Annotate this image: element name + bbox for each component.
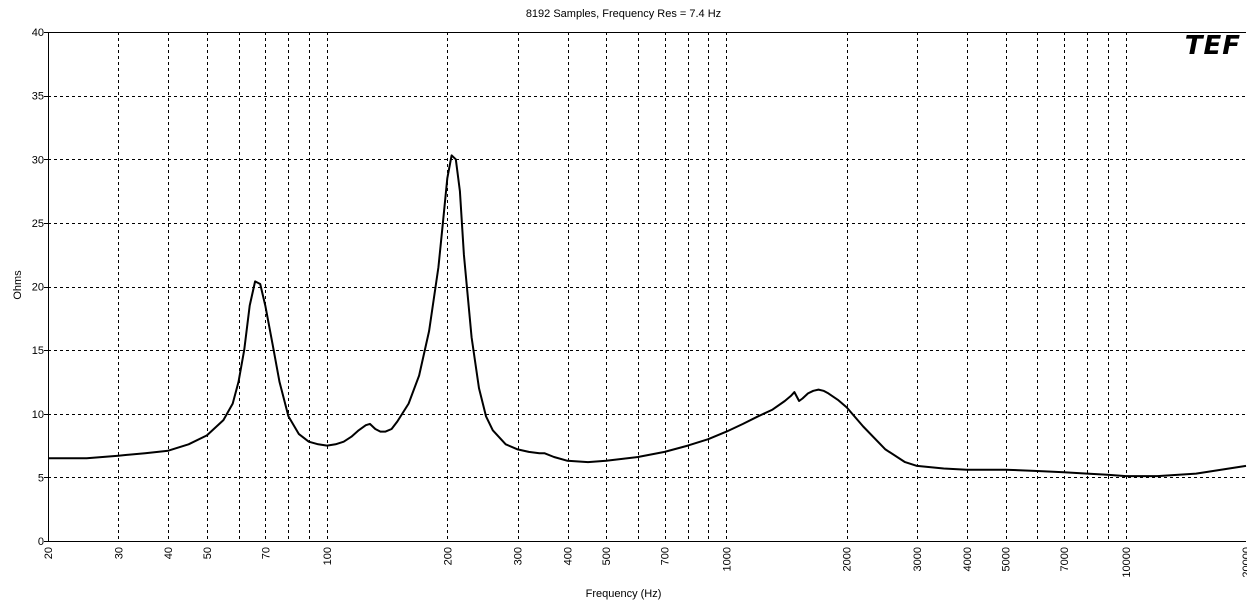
y-tick-label: 25 (32, 218, 44, 230)
tick-labels: 0 5 10 15 20 25 30 35 40 20 30 40 50 70 100 200 300 400 50… (32, 27, 1247, 578)
x-tick-label: 10000 (1121, 547, 1133, 578)
x-tick-label: 7000 (1059, 547, 1071, 571)
chart-title: 8192 Samples, Frequency Res = 7.4 Hz (525, 8, 722, 20)
grid-lines (48, 32, 1246, 541)
y-tick-label: 40 (32, 27, 44, 39)
x-tick-label: 20 (43, 547, 55, 559)
tef-logo: TEF (1184, 31, 1241, 61)
x-tick-label: 20000 (1241, 547, 1247, 578)
x-tick-label: 30 (113, 547, 125, 559)
x-tick-label: 3000 (912, 547, 924, 571)
y-tick-label: 30 (32, 154, 44, 166)
y-tick-label: 35 (32, 91, 44, 103)
y-tick-label: 0 (38, 536, 44, 548)
x-tick-label: 50 (202, 547, 214, 559)
x-tick-label: 300 (513, 547, 525, 565)
y-tick-label: 10 (32, 409, 44, 421)
x-tick-label: 1000 (721, 547, 733, 571)
y-tick-label: 15 (32, 345, 44, 357)
axes (44, 32, 1246, 542)
x-tick-label: 500 (601, 547, 613, 565)
x-tick-label: 40 (163, 547, 175, 559)
x-axis-label: Frequency (Hz) (585, 588, 662, 600)
x-tick-label: 5000 (1001, 547, 1013, 571)
y-tick-label: 5 (38, 472, 44, 484)
y-tick-label: 20 (32, 282, 44, 294)
x-tick-label: 100 (322, 547, 334, 565)
x-tick-label: 4000 (962, 547, 974, 571)
x-tick-label: 70 (260, 547, 272, 559)
series-layer (48, 154, 1247, 478)
impedance-curve (48, 154, 1247, 478)
x-tick-label: 200 (442, 547, 454, 565)
x-tick-label: 400 (563, 547, 575, 565)
x-tick-label: 700 (660, 547, 672, 565)
x-tick-label: 2000 (842, 547, 854, 571)
